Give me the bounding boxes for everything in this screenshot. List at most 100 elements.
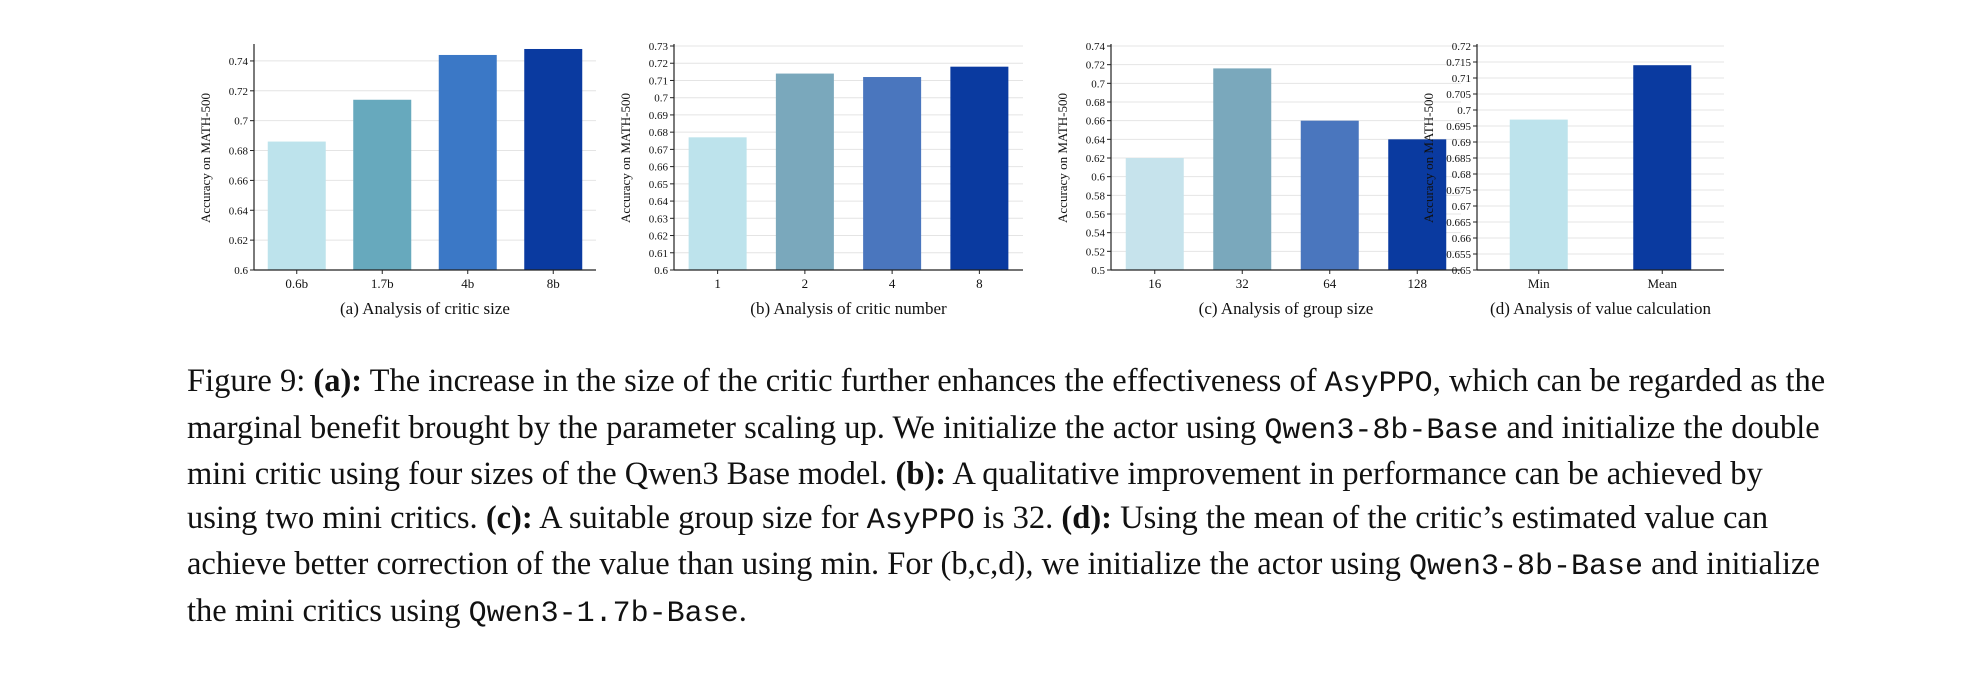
caption-text-a1: The increase in the size of the critic f… (369, 363, 1317, 399)
x-tick-label: 32 (1236, 276, 1249, 291)
y-tick-label: 0.58 (1086, 190, 1106, 202)
caption-code-a2: Qwen3-8b-Base (1264, 413, 1499, 448)
x-tick-label: 2 (802, 276, 809, 291)
x-tick-label: 4b (461, 276, 474, 291)
bar-0.6b (267, 141, 326, 270)
x-tick-label: Min (1528, 276, 1550, 291)
bar-16 (1125, 158, 1184, 270)
x-tick-label: 64 (1323, 276, 1337, 291)
y-tick-label: 0.65 (1452, 265, 1472, 277)
y-tick-label: 0.72 (1086, 60, 1105, 72)
x-tick-label: 8b (547, 276, 560, 291)
bar-8b (524, 48, 583, 271)
y-tick-label: 0.74 (229, 56, 249, 68)
y-tick-label: 0.715 (1446, 57, 1471, 69)
caption-text-d1: Using the mean of the critic’s estimated… (187, 499, 1769, 583)
y-tick-label: 0.52 (1086, 246, 1105, 258)
y-tick-label: 0.71 (649, 75, 668, 87)
caption-tag-b: (b): (895, 456, 947, 493)
bar-64 (1300, 120, 1359, 271)
y-tick-label: 0.62 (229, 235, 248, 247)
y-tick-label: 0.66 (1452, 233, 1472, 245)
y-tick-label: 0.69 (1452, 137, 1472, 149)
y-tick-label: 0.675 (1446, 185, 1471, 197)
bar-2 (775, 73, 834, 270)
caption-tag-c: (c): (485, 499, 533, 536)
x-tick-label: 1 (714, 276, 721, 291)
subfigure-caption: (b) Analysis of critic number (750, 299, 947, 318)
x-tick-label: 4 (889, 276, 896, 291)
y-tick-label: 0.66 (649, 162, 669, 174)
y-tick-label: 0.69 (649, 110, 669, 122)
x-tick-label: 128 (1408, 276, 1428, 291)
y-tick-label: 0.73 (649, 41, 669, 53)
bar-4 (863, 77, 922, 270)
y-tick-label: 0.67 (649, 144, 669, 156)
y-tick-label: 0.685 (1446, 153, 1471, 165)
y-axis-label: Accuracy on MATH-500 (198, 93, 213, 223)
y-tick-label: 0.71 (1452, 73, 1471, 85)
y-tick-label: 0.6 (1091, 172, 1105, 184)
y-tick-label: 0.63 (649, 213, 669, 225)
y-tick-label: 0.66 (229, 175, 249, 187)
y-tick-label: 0.64 (649, 196, 669, 208)
bar-Min (1509, 119, 1568, 270)
bar-Mean (1633, 65, 1692, 270)
subfigure-caption: (c) Analysis of group size (1199, 299, 1374, 318)
bar-8 (950, 66, 1009, 270)
subfigure-caption: (a) Analysis of critic size (340, 299, 510, 318)
y-tick-label: 0.61 (649, 248, 668, 260)
y-axis-label: Accuracy on MATH-500 (1055, 93, 1070, 223)
y-tick-label: 0.67 (1452, 201, 1472, 213)
chart-3: 0.5 0.52 0.54 0.56 0.58 0.6 0.62 0.64 0.66 0.68 0.… (1055, 41, 1461, 318)
y-axis-label: Accuracy on MATH-500 (618, 93, 633, 223)
caption-tag-d: (d): (1061, 499, 1112, 536)
y-tick-label: 0.56 (1086, 209, 1106, 221)
caption-text-d3: . (738, 592, 747, 629)
x-tick-label: 1.7b (371, 276, 394, 291)
caption-text-a2: , which can be regarded as the marginal … (187, 363, 1826, 446)
y-tick-label: 0.62 (1086, 153, 1105, 165)
caption-label: Figure 9: (187, 363, 306, 399)
y-tick-label: 0.65 (649, 179, 669, 191)
caption-code-c: AsyPPO (866, 503, 975, 538)
y-tick-label: 0.6 (654, 265, 668, 277)
chart-1: 0.6 0.62 0.64 0.66 0.68 0.7 0.72 0.74 0.6b 1.7b 4b… (198, 44, 596, 318)
figure-9: 0.6 0.62 0.64 0.66 0.68 0.7 0.72 0.74 0.6b 1.7b 4b… (0, 0, 1970, 330)
chart-4: 0.65 0.655 0.66 0.665 0.67 0.675 0.68 0.685 0.69… (1421, 41, 1724, 318)
caption-text-d2: and initialize the mini critics using (187, 546, 1820, 629)
y-tick-label: 0.7 (654, 93, 668, 105)
caption-code-d1: Qwen3-8b-Base (1408, 550, 1643, 585)
caption-text-a3: and initialize the double mini critic us… (187, 409, 1820, 493)
y-tick-label: 0.6 (234, 265, 248, 277)
y-tick-label: 0.68 (1452, 169, 1472, 181)
x-tick-label: 16 (1148, 276, 1162, 291)
caption-code-a1: AsyPPO (1324, 367, 1433, 401)
caption-text-b: A qualitative improvement in performance… (187, 456, 1763, 536)
y-tick-label: 0.5 (1091, 265, 1105, 277)
y-tick-label: 0.705 (1446, 89, 1471, 101)
y-tick-label: 0.68 (229, 146, 249, 158)
y-tick-label: 0.66 (1086, 116, 1106, 128)
bar-1 (688, 137, 747, 270)
caption-code-d2: Qwen3-1.7b-Base (468, 596, 739, 631)
caption-tag-a: (a): (313, 363, 363, 399)
bar-128 (1388, 139, 1447, 270)
y-tick-label: 0.74 (1086, 41, 1106, 53)
y-tick-label: 0.72 (1452, 41, 1471, 53)
y-tick-label: 0.665 (1446, 217, 1471, 229)
x-tick-label: 8 (976, 276, 983, 291)
y-tick-label: 0.72 (649, 58, 668, 70)
y-tick-label: 0.68 (1086, 97, 1106, 109)
subfigure-caption: (d) Analysis of value calculation (1490, 299, 1711, 318)
caption-text-c2: is 32. (982, 499, 1054, 536)
x-tick-label: 0.6b (285, 276, 308, 291)
y-tick-label: 0.64 (229, 205, 249, 217)
y-tick-label: 0.695 (1446, 121, 1471, 133)
y-tick-label: 0.655 (1446, 249, 1471, 261)
y-tick-label: 0.72 (229, 86, 248, 98)
bar-1.7b (353, 99, 412, 270)
caption-text-c: A suitable group size for (539, 499, 859, 536)
y-tick-label: 0.7 (1457, 105, 1471, 117)
y-tick-label: 0.62 (649, 231, 668, 243)
